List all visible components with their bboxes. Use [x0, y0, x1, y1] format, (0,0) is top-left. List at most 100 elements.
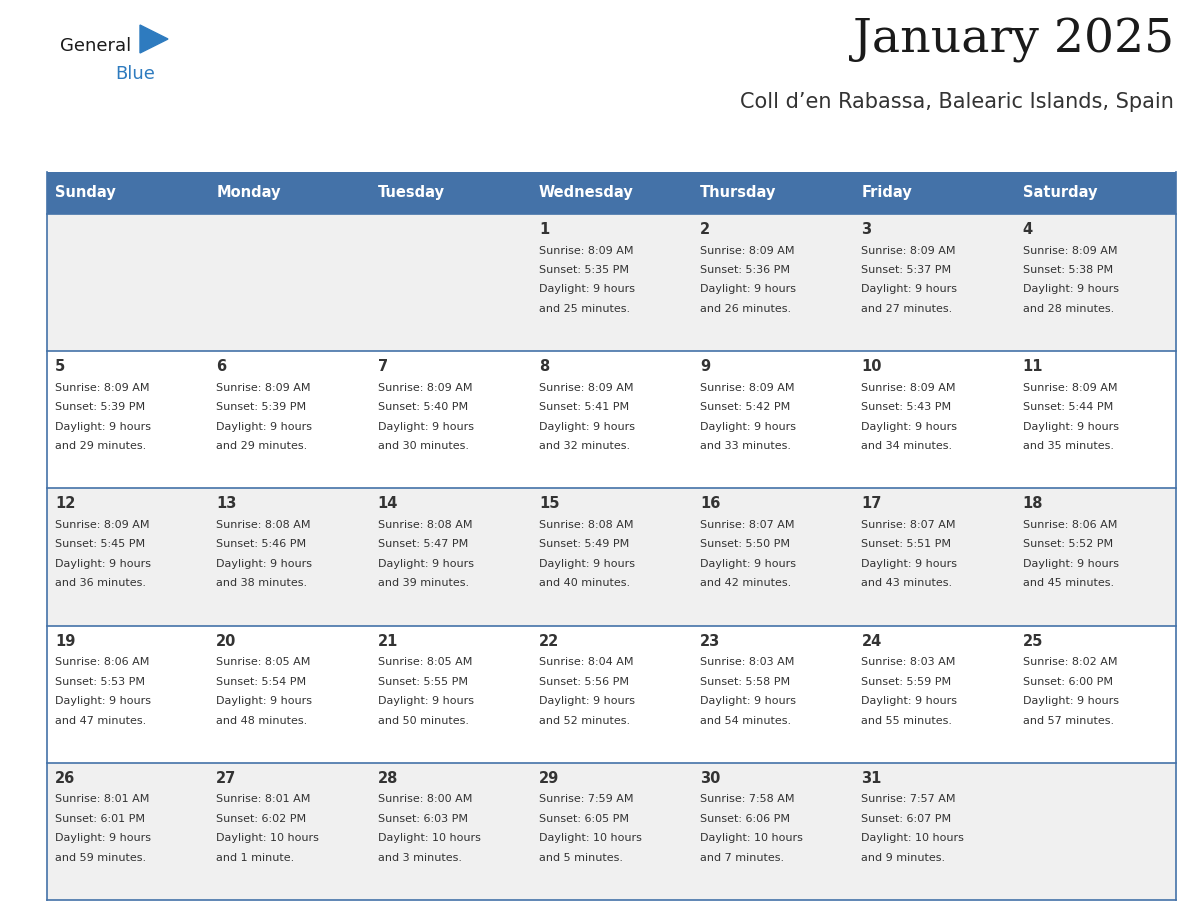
Text: Daylight: 9 hours: Daylight: 9 hours — [378, 421, 474, 431]
Text: Daylight: 9 hours: Daylight: 9 hours — [55, 696, 151, 706]
Text: 2: 2 — [700, 222, 710, 237]
Text: Daylight: 9 hours: Daylight: 9 hours — [861, 421, 958, 431]
Text: Sunset: 5:51 PM: Sunset: 5:51 PM — [861, 540, 952, 549]
Text: 1: 1 — [539, 222, 549, 237]
Text: Sunset: 6:07 PM: Sunset: 6:07 PM — [861, 813, 952, 823]
Text: Sunrise: 8:08 AM: Sunrise: 8:08 AM — [216, 520, 311, 530]
Text: and 35 minutes.: and 35 minutes. — [1023, 442, 1113, 452]
Text: Sunset: 5:55 PM: Sunset: 5:55 PM — [378, 677, 468, 687]
Text: 8: 8 — [539, 359, 549, 375]
Text: 30: 30 — [700, 771, 720, 786]
Text: Sunset: 5:40 PM: Sunset: 5:40 PM — [378, 402, 468, 412]
Text: Sunset: 6:02 PM: Sunset: 6:02 PM — [216, 813, 307, 823]
Text: Daylight: 10 hours: Daylight: 10 hours — [378, 834, 480, 844]
Text: and 34 minutes.: and 34 minutes. — [861, 442, 953, 452]
Text: 18: 18 — [1023, 497, 1043, 511]
Text: 12: 12 — [55, 497, 75, 511]
Text: Sunrise: 8:09 AM: Sunrise: 8:09 AM — [1023, 383, 1117, 393]
Text: Sunset: 5:54 PM: Sunset: 5:54 PM — [216, 677, 307, 687]
Text: Sunrise: 7:57 AM: Sunrise: 7:57 AM — [861, 794, 956, 804]
Text: 28: 28 — [378, 771, 398, 786]
Text: Sunset: 5:42 PM: Sunset: 5:42 PM — [700, 402, 790, 412]
Text: 13: 13 — [216, 497, 236, 511]
Text: Daylight: 9 hours: Daylight: 9 hours — [539, 285, 634, 295]
Text: Sunrise: 8:02 AM: Sunrise: 8:02 AM — [1023, 657, 1117, 667]
Text: Sunset: 5:50 PM: Sunset: 5:50 PM — [700, 540, 790, 549]
Text: Sunset: 5:59 PM: Sunset: 5:59 PM — [861, 677, 952, 687]
Text: Daylight: 9 hours: Daylight: 9 hours — [700, 696, 796, 706]
Text: Daylight: 9 hours: Daylight: 9 hours — [539, 421, 634, 431]
Text: 4: 4 — [1023, 222, 1032, 237]
Bar — [48, 763, 1176, 900]
Polygon shape — [140, 25, 168, 53]
Text: Sunset: 5:46 PM: Sunset: 5:46 PM — [216, 540, 307, 549]
Text: and 39 minutes.: and 39 minutes. — [378, 578, 469, 588]
Text: and 54 minutes.: and 54 minutes. — [700, 716, 791, 725]
Text: Sunset: 5:53 PM: Sunset: 5:53 PM — [55, 677, 145, 687]
Text: Coll d’en Rabassa, Balearic Islands, Spain: Coll d’en Rabassa, Balearic Islands, Spa… — [740, 92, 1174, 112]
Text: Sunrise: 8:09 AM: Sunrise: 8:09 AM — [539, 383, 633, 393]
Text: Sunset: 5:39 PM: Sunset: 5:39 PM — [55, 402, 145, 412]
Text: and 40 minutes.: and 40 minutes. — [539, 578, 630, 588]
Text: January 2025: January 2025 — [853, 18, 1174, 63]
Text: Daylight: 9 hours: Daylight: 9 hours — [700, 285, 796, 295]
Text: Sunset: 5:52 PM: Sunset: 5:52 PM — [1023, 540, 1113, 549]
Text: and 55 minutes.: and 55 minutes. — [861, 716, 953, 725]
Text: and 47 minutes.: and 47 minutes. — [55, 716, 146, 725]
Text: and 27 minutes.: and 27 minutes. — [861, 304, 953, 314]
Text: Sunset: 5:49 PM: Sunset: 5:49 PM — [539, 540, 630, 549]
Text: and 1 minute.: and 1 minute. — [216, 853, 295, 863]
Text: and 33 minutes.: and 33 minutes. — [700, 442, 791, 452]
Text: and 59 minutes.: and 59 minutes. — [55, 853, 146, 863]
Text: Sunset: 5:58 PM: Sunset: 5:58 PM — [700, 677, 790, 687]
Text: 3: 3 — [861, 222, 872, 237]
Text: Sunset: 5:47 PM: Sunset: 5:47 PM — [378, 540, 468, 549]
Text: Sunset: 5:38 PM: Sunset: 5:38 PM — [1023, 265, 1113, 275]
Bar — [48, 352, 1176, 488]
Text: 11: 11 — [1023, 359, 1043, 375]
Text: Sunrise: 8:09 AM: Sunrise: 8:09 AM — [1023, 245, 1117, 255]
Text: Daylight: 9 hours: Daylight: 9 hours — [216, 421, 312, 431]
Text: Sunrise: 7:59 AM: Sunrise: 7:59 AM — [539, 794, 633, 804]
Text: 10: 10 — [861, 359, 881, 375]
Text: and 3 minutes.: and 3 minutes. — [378, 853, 462, 863]
Bar — [48, 172, 1176, 214]
Text: Sunrise: 8:09 AM: Sunrise: 8:09 AM — [700, 383, 795, 393]
Text: 15: 15 — [539, 497, 560, 511]
Text: Sunrise: 8:09 AM: Sunrise: 8:09 AM — [700, 245, 795, 255]
Text: Daylight: 9 hours: Daylight: 9 hours — [1023, 559, 1119, 569]
Text: Daylight: 9 hours: Daylight: 9 hours — [861, 696, 958, 706]
Text: Daylight: 9 hours: Daylight: 9 hours — [861, 285, 958, 295]
Text: Sunset: 5:37 PM: Sunset: 5:37 PM — [861, 265, 952, 275]
Text: General: General — [61, 37, 131, 55]
Text: 17: 17 — [861, 497, 881, 511]
Text: Sunrise: 8:01 AM: Sunrise: 8:01 AM — [216, 794, 310, 804]
Text: 16: 16 — [700, 497, 720, 511]
Text: 9: 9 — [700, 359, 710, 375]
Text: Sunrise: 8:05 AM: Sunrise: 8:05 AM — [378, 657, 472, 667]
Text: Daylight: 9 hours: Daylight: 9 hours — [1023, 285, 1119, 295]
Text: and 42 minutes.: and 42 minutes. — [700, 578, 791, 588]
Text: 23: 23 — [700, 633, 720, 649]
Text: 31: 31 — [861, 771, 881, 786]
Text: Daylight: 10 hours: Daylight: 10 hours — [861, 834, 965, 844]
Text: 26: 26 — [55, 771, 75, 786]
Text: 20: 20 — [216, 633, 236, 649]
Text: Sunrise: 8:08 AM: Sunrise: 8:08 AM — [378, 520, 472, 530]
Text: 21: 21 — [378, 633, 398, 649]
Text: Sunrise: 8:06 AM: Sunrise: 8:06 AM — [1023, 520, 1117, 530]
Text: Sunset: 5:39 PM: Sunset: 5:39 PM — [216, 402, 307, 412]
Text: and 48 minutes.: and 48 minutes. — [216, 716, 308, 725]
Text: Sunrise: 8:01 AM: Sunrise: 8:01 AM — [55, 794, 150, 804]
Text: and 32 minutes.: and 32 minutes. — [539, 442, 630, 452]
Text: Friday: Friday — [861, 185, 912, 200]
Text: 19: 19 — [55, 633, 75, 649]
Text: Sunday: Sunday — [55, 185, 115, 200]
Text: 27: 27 — [216, 771, 236, 786]
Text: Daylight: 9 hours: Daylight: 9 hours — [539, 559, 634, 569]
Text: 22: 22 — [539, 633, 560, 649]
Text: and 5 minutes.: and 5 minutes. — [539, 853, 623, 863]
Text: and 30 minutes.: and 30 minutes. — [378, 442, 468, 452]
Text: 6: 6 — [216, 359, 227, 375]
Text: Sunrise: 8:09 AM: Sunrise: 8:09 AM — [216, 383, 311, 393]
